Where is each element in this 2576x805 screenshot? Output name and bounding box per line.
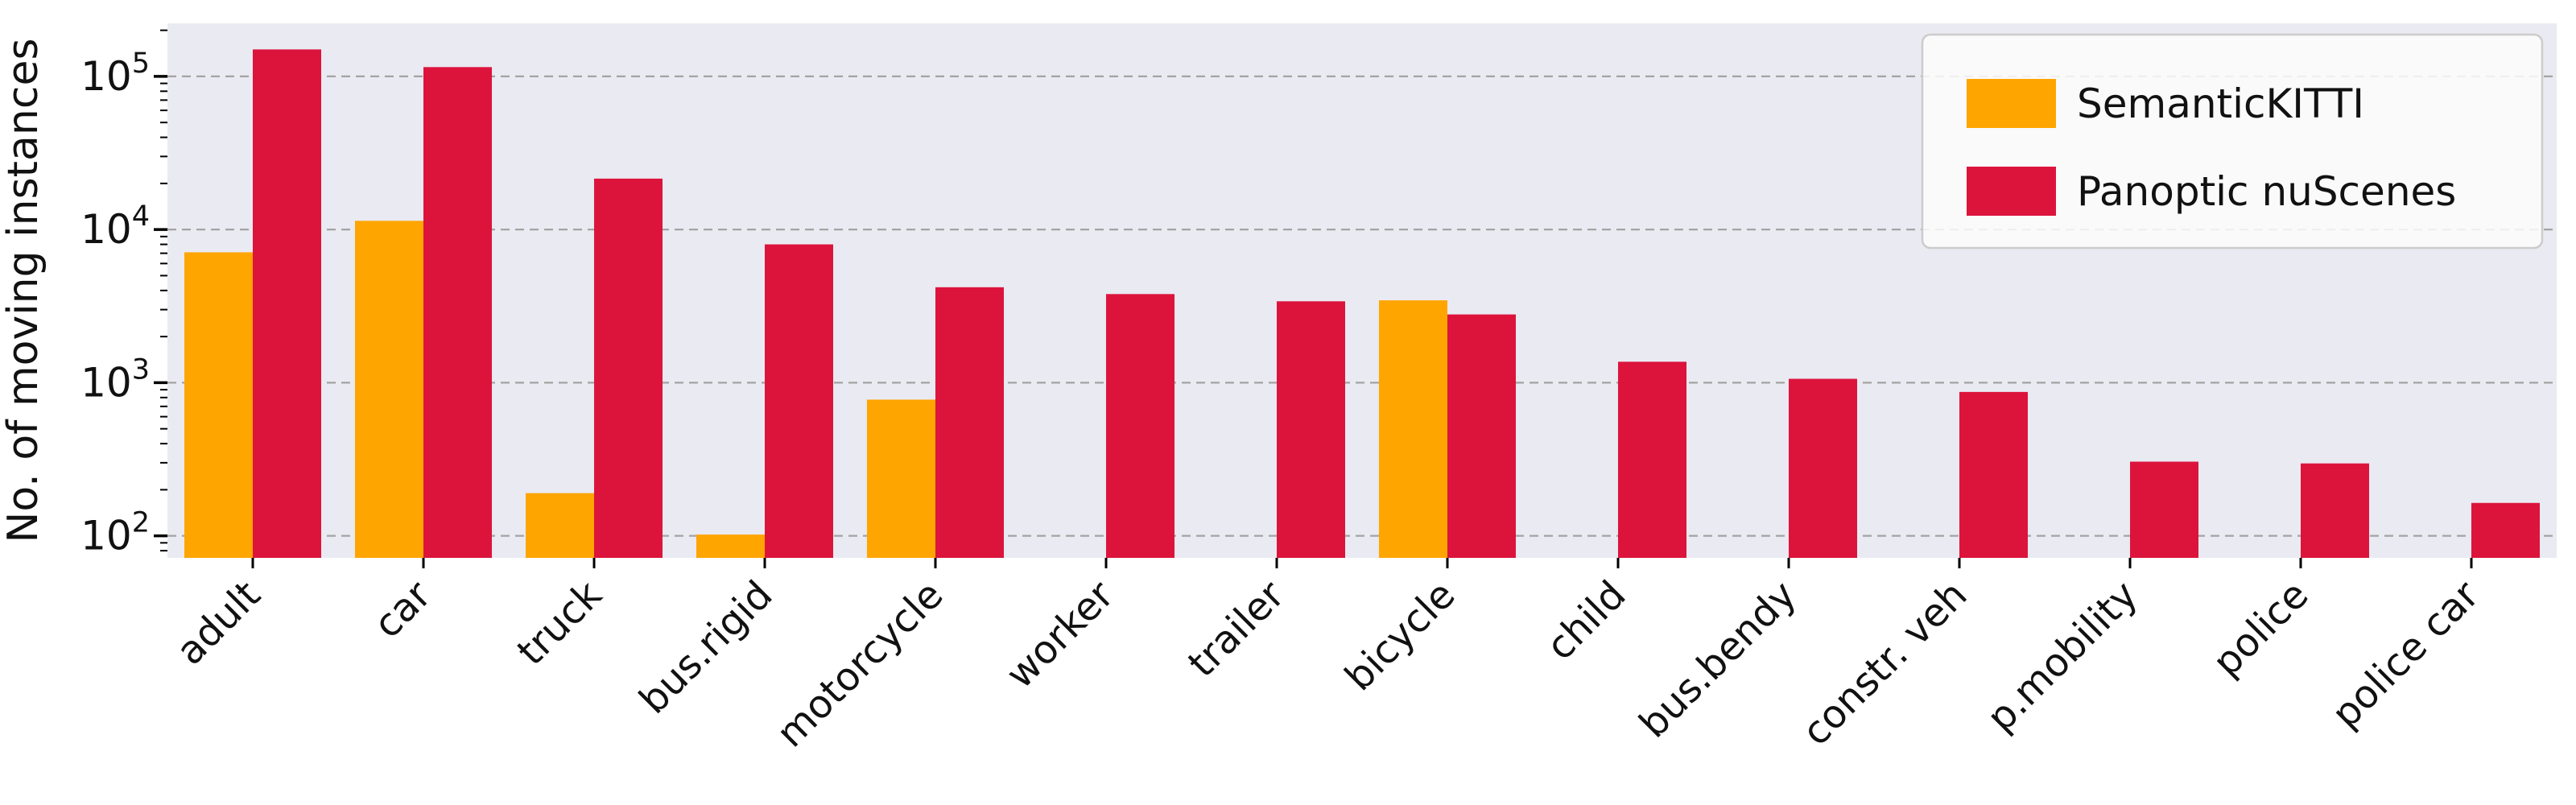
bar-panoptic-nuscenes-police-car <box>2471 502 2540 558</box>
legend: SemanticKITTI Panoptic nuScenes <box>1921 33 2544 250</box>
y-axis-label: No. of moving instances <box>0 38 47 543</box>
y-tick-label-5: 105 <box>80 47 150 100</box>
x-label-bus-rigid: bus.rigid <box>630 572 781 723</box>
bar-semantickitti-motorcycle <box>867 399 935 558</box>
x-label-police-car: police car <box>2323 572 2488 737</box>
bar-semantickitti-adult <box>184 252 253 558</box>
x-label-truck: truck <box>509 572 611 675</box>
bar-panoptic-nuscenes-motorcycle <box>935 287 1004 558</box>
x-label-car: car <box>365 572 440 647</box>
y-tick-label-2: 102 <box>80 507 150 559</box>
legend-swatch-semantickitti <box>1967 79 2056 128</box>
x-label-motorcycle: motorcycle <box>768 572 952 756</box>
x-label-bus-bendy: bus.bendy <box>1631 572 1806 747</box>
bar-panoptic-nuscenes-constr-veh <box>1959 391 2028 558</box>
bar-semantickitti-bus-rigid <box>696 534 765 558</box>
y-tick-label-4: 104 <box>80 200 150 253</box>
bar-panoptic-nuscenes-bicycle <box>1447 314 1516 558</box>
bar-panoptic-nuscenes-bus-bendy <box>1789 378 1857 558</box>
legend-label-panoptic-nuscenes: Panoptic nuScenes <box>2077 168 2456 215</box>
x-label-trailer: trailer <box>1179 572 1294 687</box>
x-label-child: child <box>1538 572 1634 669</box>
x-label-worker: worker <box>997 572 1123 698</box>
bar-semantickitti-truck <box>526 493 594 558</box>
bar-panoptic-nuscenes-p-mobility <box>2130 461 2198 558</box>
legend-label-semantickitti: SemanticKITTI <box>2077 80 2364 127</box>
bar-panoptic-nuscenes-truck <box>594 178 663 559</box>
legend-box <box>1921 33 2544 250</box>
x-label-p-mobility: p.mobility <box>1978 572 2146 741</box>
bar-semantickitti-bicycle <box>1379 300 1447 558</box>
x-label-adult: adult <box>167 572 269 674</box>
bar-panoptic-nuscenes-car <box>423 67 492 558</box>
bar-semantickitti-car <box>355 221 423 558</box>
bar-panoptic-nuscenes-adult <box>253 49 321 559</box>
x-label-constr-veh: constr. veh <box>1794 572 1975 754</box>
legend-swatch-panoptic-nuscenes <box>1967 167 2056 216</box>
x-label-police: police <box>2204 572 2317 685</box>
bar-panoptic-nuscenes-worker <box>1106 294 1174 558</box>
x-label-bicycle: bicycle <box>1336 572 1463 700</box>
bar-panoptic-nuscenes-trailer <box>1277 301 1345 558</box>
y-tick-label-3: 103 <box>80 353 150 406</box>
bar-panoptic-nuscenes-police <box>2301 463 2369 558</box>
bar-panoptic-nuscenes-bus-rigid <box>765 244 833 558</box>
bar-panoptic-nuscenes-child <box>1618 361 1686 558</box>
